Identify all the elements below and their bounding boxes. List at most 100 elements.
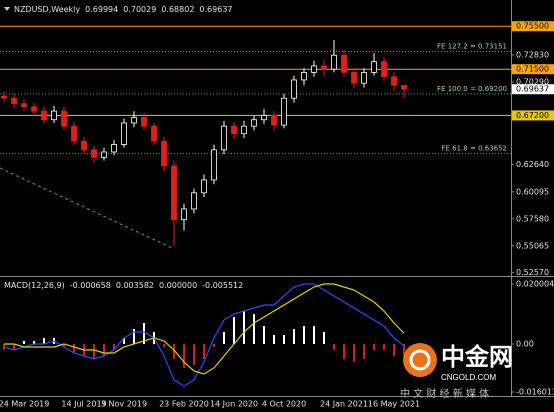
y-tick-label: 0.52570 — [516, 268, 549, 277]
logo-swirl — [409, 349, 431, 371]
last-price-box — [512, 84, 554, 95]
fibo-label: FE 127.2 = 0.73151 — [437, 42, 507, 50]
candle-body — [321, 65, 327, 70]
histogram-bar — [113, 343, 115, 350]
fibo-label: FE 61.8 = 0.63652 — [441, 145, 507, 153]
histogram-bar — [163, 343, 165, 347]
candle-body — [121, 122, 127, 145]
plot-layer: 0.72830 0.70290 0.62640 0.60095 0.57580 0.550… — [0, 21, 554, 409]
watermark-tagline: 中 文 财 经 新 媒 体 — [400, 387, 489, 400]
histogram-bar — [223, 331, 225, 344]
header-value: 0.003582 — [116, 281, 154, 290]
candle-body — [281, 97, 287, 126]
watermark-site: CNGOLD.COM — [441, 373, 496, 382]
histogram-bar — [213, 343, 215, 347]
candle-body — [231, 125, 237, 135]
logo — [403, 343, 437, 377]
label-layer: NZDUSD,Weekly 0.69994 0.70029 0.68802 0.6963… — [4, 5, 513, 400]
header-title: NZDUSD,Weekly — [14, 5, 80, 14]
histogram-bar — [313, 325, 315, 344]
candle-body — [361, 72, 367, 84]
candle-body — [291, 79, 297, 99]
y-tick-label: 0.60095 — [516, 187, 549, 196]
macd-header: MACD(12,26,9) -0.000658 0.003582 0.000000 -0… — [4, 281, 243, 290]
candle-body — [21, 103, 27, 108]
histogram-bar — [323, 331, 325, 344]
histogram-bar — [403, 343, 405, 356]
candle-body — [271, 115, 277, 126]
level-label: 0.75500 — [516, 22, 549, 31]
histogram-bar — [23, 340, 25, 344]
histogram-bar — [343, 343, 345, 359]
candle-body — [141, 117, 147, 127]
header-value: 0.69994 — [85, 5, 118, 14]
x-tick-label: 14 Jun 2020 — [210, 400, 258, 409]
y-tick-label: 0.57580 — [516, 214, 549, 223]
menu-icon — [4, 7, 10, 11]
chart-header: NZDUSD,Weekly 0.69994 0.70029 0.68802 0.6963… — [14, 5, 233, 14]
candle-body — [391, 76, 397, 86]
candle-body — [331, 54, 337, 70]
histogram-bar — [63, 343, 65, 347]
histogram-bar — [283, 334, 285, 344]
histogram-bar — [393, 343, 395, 356]
candle-body — [341, 54, 347, 73]
watermark: 中金网 CNGOLD.COM 中 文 财 经 新 媒 体 — [400, 343, 513, 400]
candle-body — [201, 179, 207, 194]
level-box — [512, 110, 554, 121]
histogram-bar — [293, 328, 295, 344]
level-box — [512, 21, 554, 32]
candle-body — [91, 149, 97, 158]
candle-body — [211, 149, 217, 181]
candle-body — [131, 117, 137, 124]
x-tick-label: 3 Nov 2019 — [101, 400, 147, 409]
candle-body — [31, 106, 37, 112]
candle-body — [191, 192, 197, 210]
histogram-bar — [43, 337, 45, 344]
histogram-bar — [383, 343, 385, 350]
candle-body — [101, 151, 107, 158]
candle-body — [61, 110, 67, 127]
level-box — [512, 64, 554, 75]
x-tick-label: 4 Oct 2020 — [262, 400, 306, 409]
y-tick-label: 0.62640 — [516, 160, 549, 169]
fibo-label: FE 100.0 = 0.69200 — [437, 85, 507, 93]
candle-body — [301, 72, 307, 81]
histogram-bar — [353, 343, 355, 362]
candle-body — [251, 119, 257, 127]
x-tick-label: 16 May 2021 — [368, 400, 420, 409]
histogram-bar — [143, 322, 145, 344]
last-price-label: 0.69637 — [516, 85, 549, 94]
histogram-bar — [183, 343, 185, 368]
header-value: 0.000000 — [159, 281, 197, 290]
histogram-bar — [103, 343, 105, 356]
trend-line — [0, 167, 173, 249]
histogram-bar — [263, 325, 265, 344]
candle-body — [111, 144, 117, 153]
histogram-bar — [253, 313, 255, 344]
watermark-name: 中金网 — [441, 343, 513, 371]
histogram-bar — [333, 343, 335, 350]
candle-body — [401, 84, 407, 90]
header-value: 0.70029 — [123, 5, 156, 14]
histogram-bar — [173, 343, 175, 359]
histogram-bar — [373, 343, 375, 350]
candle-body — [1, 95, 7, 99]
candle-body — [261, 115, 267, 121]
level-label: 0.67200 — [516, 111, 549, 120]
histogram-bar — [93, 343, 95, 359]
candle-body — [381, 61, 387, 78]
candle-body — [171, 165, 177, 221]
histogram-bar — [3, 343, 5, 350]
histogram-bar — [363, 343, 365, 359]
y-tick-label: 0.020004 — [516, 280, 554, 289]
x-tick-label: 24 Jan 2021 — [320, 400, 368, 409]
histogram-bar — [123, 337, 125, 344]
header-value: -0.000658 — [70, 281, 111, 290]
histogram-bar — [133, 328, 135, 344]
y-tick-label: 0.55065 — [516, 241, 549, 250]
y-tick-label: 0.00 — [516, 339, 534, 348]
histogram-bar — [273, 334, 275, 344]
header-title: MACD(12,26,9) — [4, 281, 65, 290]
